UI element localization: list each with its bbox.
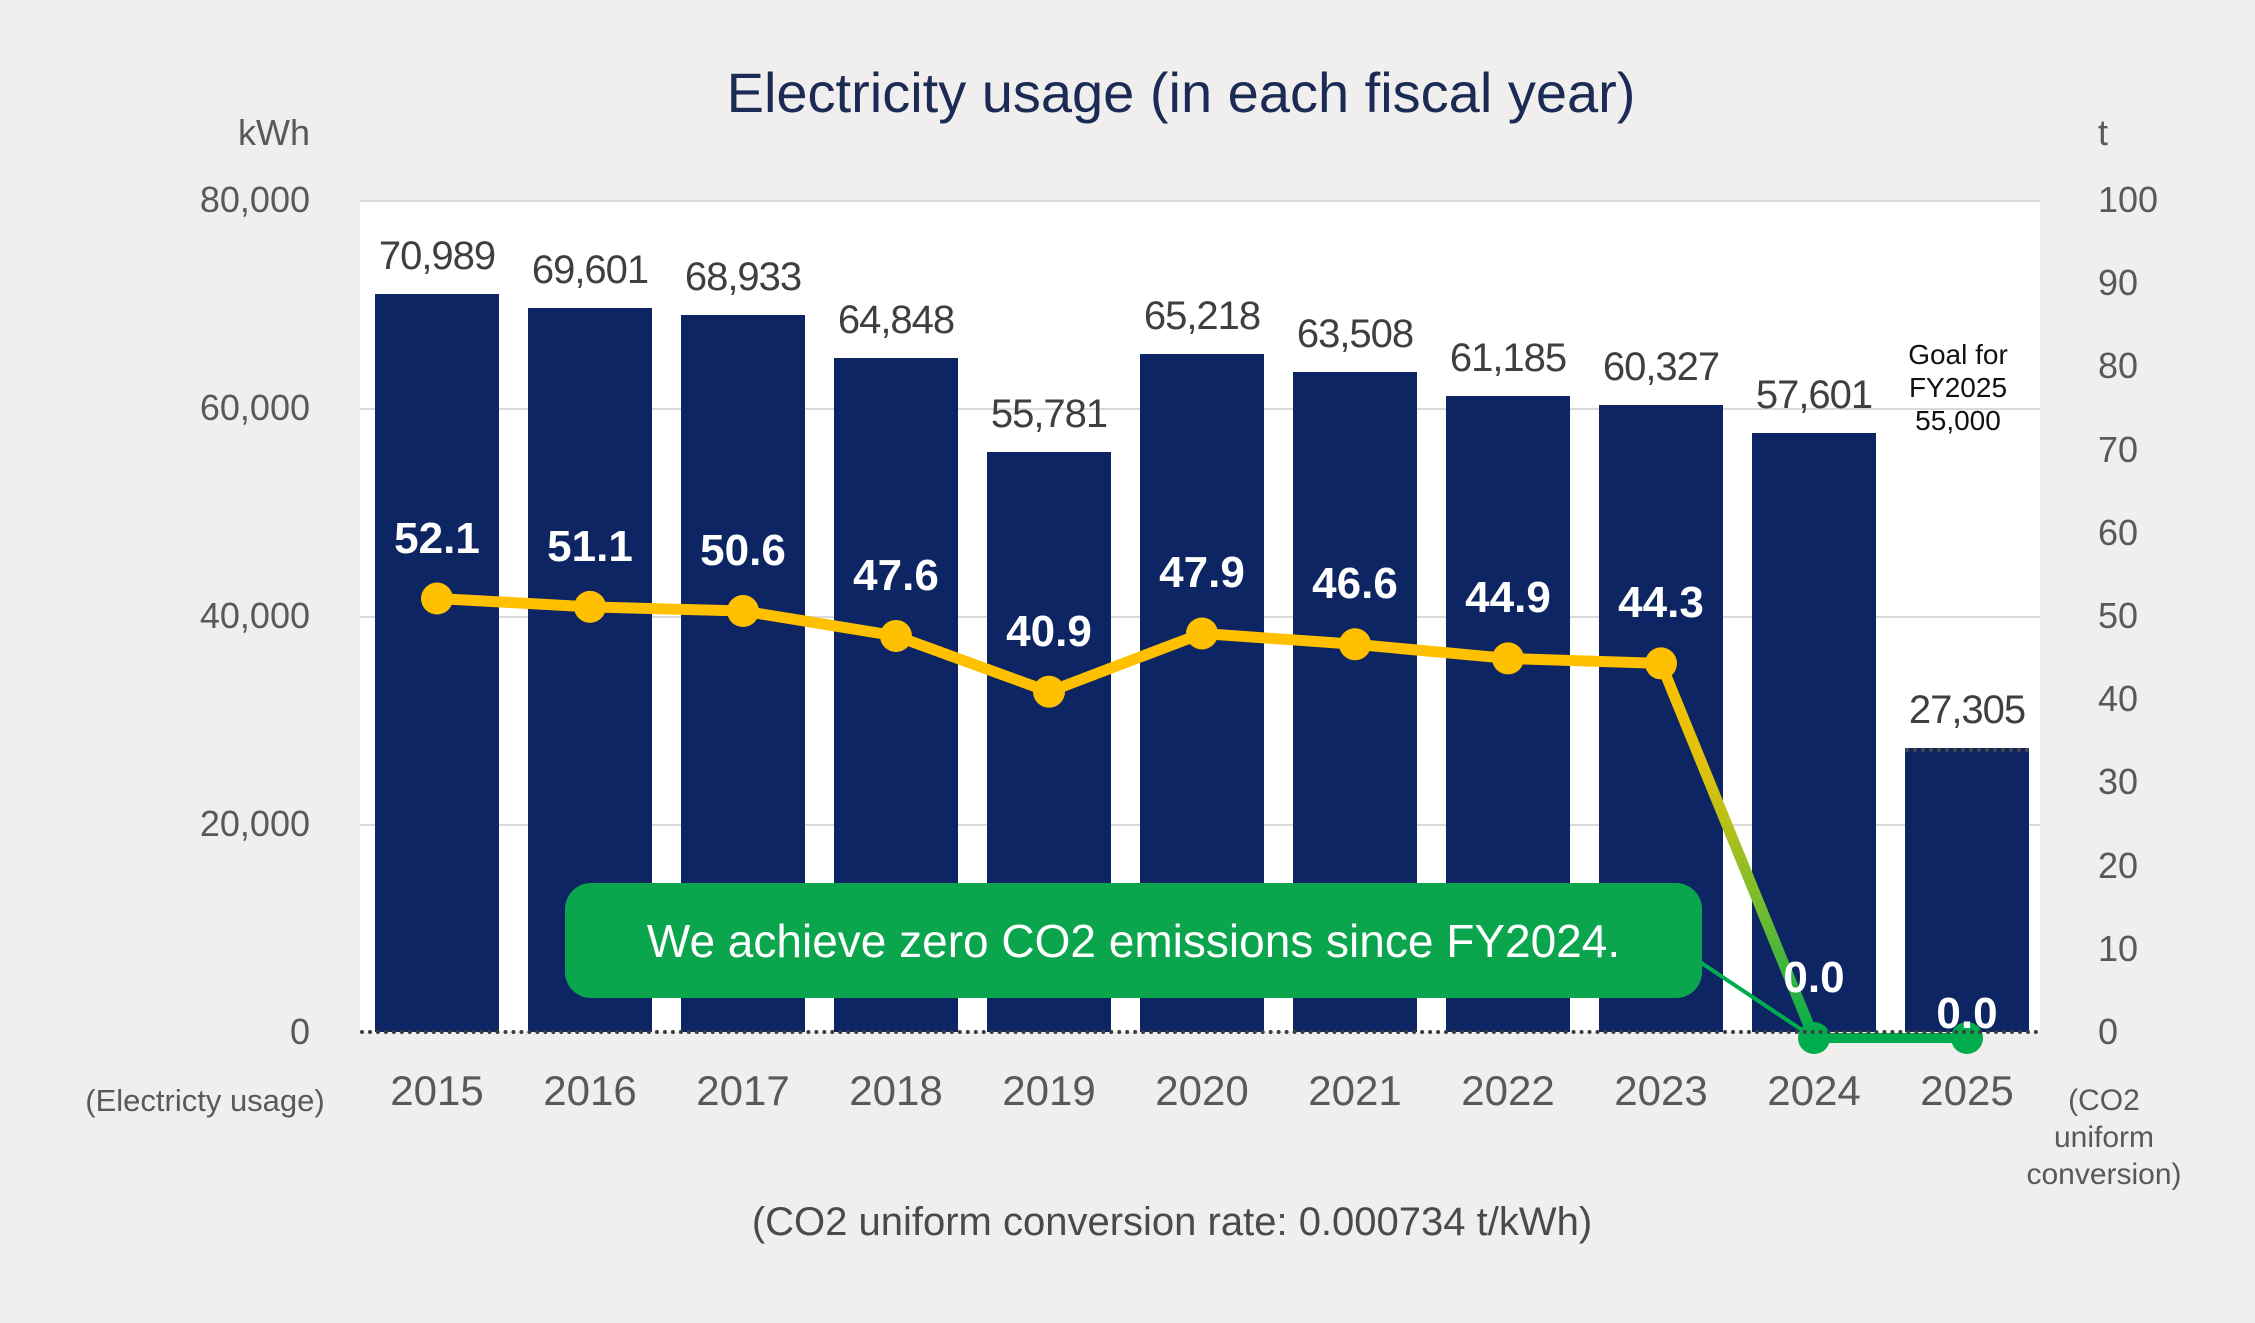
x-axis-tick: 2019 [1002, 1067, 1096, 1114]
goal-label-line3: 55,000 [1915, 405, 2001, 436]
line-value-label: 0.0 [1783, 953, 1845, 1002]
line-value-label: 46.6 [1312, 559, 1398, 609]
callout-connector-line [1698, 960, 1816, 1040]
y-axis-tick-right: 90 [2098, 262, 2139, 304]
line-value-label: 47.9 [1159, 548, 1245, 598]
y-axis-tick-right: 40 [2098, 678, 2139, 720]
y-axis-tick-right: 10 [2098, 927, 2139, 969]
conversion-rate-footnote: (CO2 uniform conversion rate: 0.000734 t… [751, 1200, 1593, 1244]
bar [1905, 748, 2029, 1032]
right-axis-caption-line2: uniform [2053, 1121, 2155, 1154]
line-value-label: 47.6 [853, 550, 939, 600]
co2-line-transition [1655, 661, 1820, 1041]
line-value-label: 44.9 [1465, 573, 1551, 623]
bar-value-label: 69,601 [531, 248, 649, 293]
x-axis-baseline [360, 1030, 2040, 1034]
bar-value-label: 61,185 [1449, 335, 1567, 380]
callout-box: We achieve zero CO2 emissions since FY20… [565, 883, 1702, 998]
goal-label-line2: FY2025 [1908, 372, 2008, 403]
y-axis-tick-right: 80 [2098, 345, 2139, 387]
y-axis-tick-left: 80,000 [199, 179, 310, 220]
line-value-label: 52.1 [394, 513, 480, 563]
data-point-marker [1798, 1022, 1830, 1054]
y-axis-tick-right: 60 [2098, 511, 2139, 553]
y-axis-tick-right: 70 [2098, 428, 2139, 470]
left-axis-caption: (Electricty usage) [85, 1083, 325, 1118]
data-point-marker [1492, 642, 1524, 675]
bar-value-label: 27,305 [1908, 688, 2026, 733]
y-axis-tick-left: 40,000 [199, 595, 310, 636]
y-axis-tick-right: 50 [2098, 595, 2139, 636]
y-axis-tick-right: 30 [2098, 761, 2139, 803]
gridline [360, 200, 2040, 202]
x-axis-tick: 2023 [1614, 1067, 1708, 1114]
x-axis-tick: 2017 [696, 1067, 790, 1114]
y-axis-tick-left: 60,000 [199, 387, 310, 428]
data-point-marker [727, 595, 759, 628]
x-axis-tick: 2018 [849, 1067, 943, 1114]
line-value-label: 0.0 [1936, 989, 1998, 1038]
y-axis-tick-left: 20,000 [199, 803, 310, 844]
data-point-marker [1033, 675, 1065, 708]
line-series-svg [421, 582, 1983, 1054]
data-point-marker [1339, 628, 1371, 661]
right-axis-caption-line1: (CO2 [2068, 1084, 2140, 1117]
x-axis-tick: 2020 [1155, 1067, 1249, 1114]
y-axis-tick-right: 100 [2098, 179, 2159, 220]
bar-value-label: 64,848 [837, 297, 955, 342]
bar-value-label: 60,327 [1602, 344, 1720, 389]
bar-value-label: 68,933 [684, 255, 802, 300]
data-point-marker [1186, 617, 1218, 650]
bar-value-label: 70,989 [378, 233, 496, 278]
line-value-label: 51.1 [547, 521, 633, 571]
data-point-marker [421, 582, 453, 615]
goal-label-line1: Goal for [1908, 339, 2008, 370]
y-axis-tick-right: 20 [2098, 844, 2139, 886]
bar-value-label: 55,781 [990, 391, 1108, 436]
right-axis-unit: t [2098, 112, 2109, 153]
x-axis-tick: 2016 [543, 1067, 637, 1114]
left-axis-unit: kWh [238, 112, 310, 153]
bar-value-label: 63,508 [1296, 311, 1414, 356]
data-point-marker [880, 619, 912, 652]
x-axis-tick: 2024 [1767, 1067, 1861, 1114]
line-value-label: 40.9 [1006, 606, 1092, 656]
bar [375, 293, 499, 1032]
goal-label: Goal for FY2025 55,000 [1858, 338, 2058, 437]
line-value-label: 50.6 [700, 526, 786, 575]
line-value-label: 44.3 [1618, 578, 1704, 628]
x-axis-tick: 2025 [1920, 1067, 2014, 1114]
right-axis-caption-line3: conversion) [2026, 1158, 2182, 1191]
x-axis-tick: 2015 [390, 1067, 484, 1114]
chart-title: Electricity usage (in each fiscal year) [726, 61, 1636, 124]
data-point-marker [1645, 647, 1677, 680]
bar-value-label: 57,601 [1755, 372, 1873, 417]
right-axis-caption: (CO2 uniform conversion) [2014, 1082, 2194, 1193]
data-point-marker [574, 590, 606, 623]
x-axis-tick: 2022 [1461, 1067, 1555, 1114]
y-axis-tick-left: 0 [289, 1011, 310, 1052]
callout-text: We achieve zero CO2 emissions since FY20… [646, 914, 1621, 967]
bar-value-label: 65,218 [1143, 293, 1261, 338]
x-axis-tick: 2021 [1308, 1067, 1402, 1114]
y-axis-tick-right: 0 [2098, 1011, 2119, 1052]
